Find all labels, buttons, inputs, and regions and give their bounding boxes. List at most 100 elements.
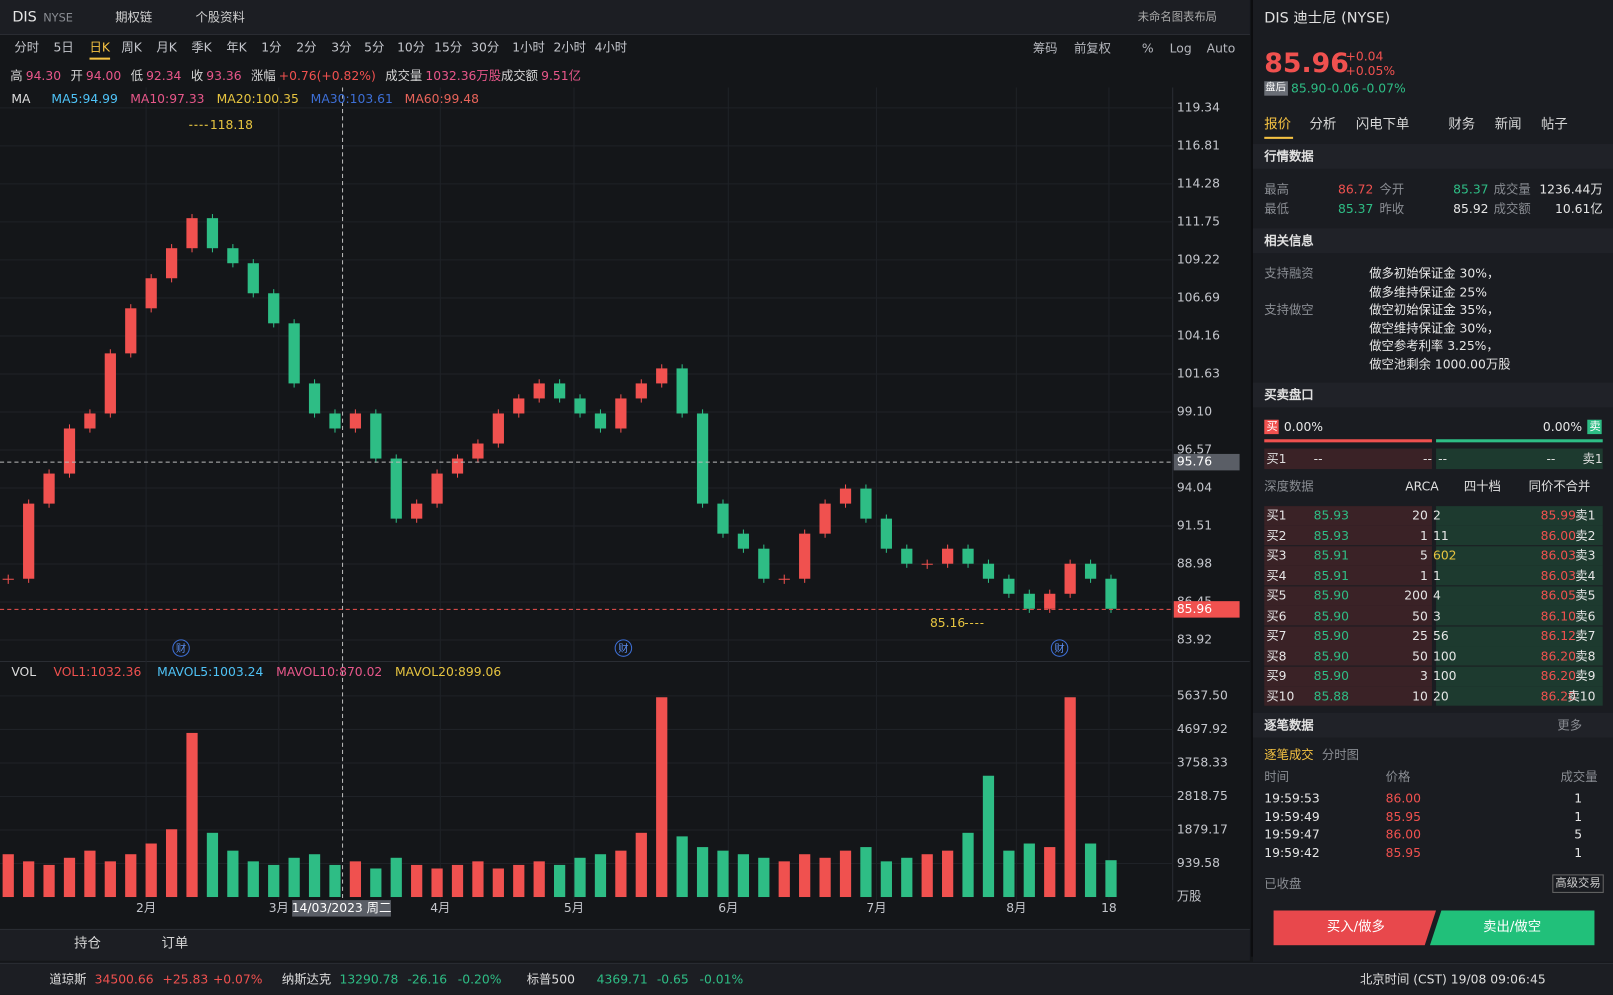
trade-tab[interactable]: 分时图 [1321, 747, 1359, 763]
volume-bar [1023, 843, 1035, 898]
period-tab[interactable]: 5日 [53, 40, 74, 55]
header-link[interactable]: 个股资料 [195, 10, 245, 25]
panel-tab[interactable]: 报价 [1264, 117, 1292, 133]
candle [43, 473, 55, 504]
period-tab[interactable]: 年K [226, 40, 247, 55]
advanced-trade[interactable]: 高级交易 [1552, 874, 1604, 893]
book-cell: 卖1 [1575, 508, 1596, 523]
tool-button[interactable]: % [1141, 41, 1154, 56]
row-bg [1436, 686, 1603, 706]
candle [84, 413, 96, 429]
panel-tab[interactable]: 帖子 [1540, 117, 1568, 133]
candle [962, 548, 974, 564]
buy-button[interactable] [1273, 910, 1437, 946]
candle [349, 413, 362, 429]
buy-label[interactable]: 买入/做多 [1326, 919, 1385, 936]
candle [451, 458, 464, 474]
label: +0.04 [1345, 49, 1384, 64]
book-cell: 85.99 [1540, 508, 1576, 523]
trade-head: 价格 [1385, 769, 1411, 784]
market-cell: 昨收 [1379, 201, 1405, 217]
label: 涨幅 [251, 68, 276, 84]
row-bg [1264, 625, 1432, 646]
depth-option[interactable]: 同价不合并 [1528, 479, 1591, 494]
period-tab[interactable]: 4小时 [594, 40, 628, 55]
panel-tab[interactable]: 闪电下单 [1355, 117, 1410, 133]
period-tab[interactable]: 周K [121, 40, 142, 55]
trade-tab[interactable]: 逐笔成交 [1264, 747, 1314, 763]
tool-button[interactable]: 筹码 [1032, 41, 1058, 56]
bottom-tab[interactable]: 持仓 [74, 936, 101, 952]
active-underline [1264, 136, 1294, 139]
period-tab[interactable]: 1分 [261, 40, 282, 55]
more-link[interactable]: 更多 [1557, 718, 1583, 733]
tool-button[interactable]: Auto [1206, 41, 1236, 56]
candle [758, 548, 770, 579]
label: 19:59:47 [1264, 827, 1320, 842]
volume-bar [819, 857, 831, 898]
period-tab[interactable]: 3分 [331, 40, 352, 55]
sell-label[interactable]: 卖出/做空 [1483, 919, 1542, 936]
period-tab[interactable]: 2分 [296, 40, 317, 55]
label: 做多初始保证金 30%， [1369, 266, 1500, 281]
sell-button[interactable] [1429, 910, 1595, 946]
tool-button[interactable]: 前复权 [1073, 41, 1112, 56]
row-bg [1264, 545, 1432, 566]
volume-bar [799, 854, 811, 898]
candle [696, 413, 709, 504]
period-tab[interactable]: 10分 [397, 40, 426, 55]
period-tab[interactable]: 日K [89, 40, 110, 55]
candle [268, 293, 280, 324]
panel-tab[interactable]: 财务 [1448, 117, 1476, 133]
label: 做多维持保证金 25% [1369, 284, 1487, 299]
period-tab[interactable]: 季K [191, 40, 212, 55]
y-tick-label: 106.69 [1177, 290, 1220, 304]
label: VOL [11, 664, 37, 679]
row-bg [1436, 448, 1603, 470]
volume-bar [758, 857, 770, 898]
period-tab[interactable]: 月K [156, 40, 177, 55]
candle [533, 383, 545, 399]
book-cell: 卖4 [1575, 568, 1596, 583]
label: 93.36 [206, 68, 242, 84]
tag-bg [1587, 419, 1602, 435]
period-tab[interactable]: 15分 [434, 40, 463, 55]
volume-bar [247, 861, 259, 898]
panel-tab[interactable]: 分析 [1309, 117, 1337, 133]
y2-tick-label: 4697.92 [1177, 722, 1228, 736]
row-bg [1436, 525, 1603, 546]
depth-option[interactable]: 四十档 [1463, 479, 1501, 494]
row-bg [1436, 605, 1603, 626]
panel-tab[interactable]: 新闻 [1494, 117, 1522, 133]
layout-menu[interactable]: 未命名图表布局 [1137, 10, 1217, 24]
period-tab[interactable]: 分时 [14, 40, 40, 55]
volume-bar [1064, 697, 1076, 898]
header-link[interactable]: 期权链 [115, 10, 153, 25]
period-tab[interactable]: 1小时 [512, 40, 545, 55]
volume-bar [778, 861, 790, 898]
candle [513, 398, 525, 414]
book-cell: 86.12 [1540, 628, 1576, 643]
candle [839, 488, 852, 504]
candle [308, 383, 321, 414]
depth-option[interactable]: ARCA [1405, 479, 1439, 494]
ma-legend: MA60:99.48 [404, 91, 479, 106]
tool-button[interactable]: Log [1169, 41, 1192, 56]
x-tick-label: 3月 [269, 901, 289, 915]
exchange: NYSE [43, 11, 73, 25]
x-tick-label: 18 [1101, 901, 1117, 915]
book-cell: 56 [1432, 628, 1449, 643]
y-tick-label: 94.04 [1177, 480, 1212, 494]
volume-bar [125, 854, 137, 898]
bottom-tab[interactable]: 订单 [161, 936, 189, 952]
period-tab[interactable]: 5分 [364, 40, 385, 55]
label: 成交量 [385, 68, 423, 84]
ma-legend: MA20:100.35 [216, 91, 299, 106]
book-cell: 86.03 [1540, 568, 1576, 583]
period-tab[interactable]: 30分 [471, 40, 500, 55]
book-cell: 卖10 [1567, 688, 1596, 704]
volume-bar [104, 861, 116, 898]
period-tab[interactable]: 2小时 [553, 40, 586, 55]
active-underline [89, 57, 111, 60]
label: 19:59:49 [1264, 809, 1320, 824]
